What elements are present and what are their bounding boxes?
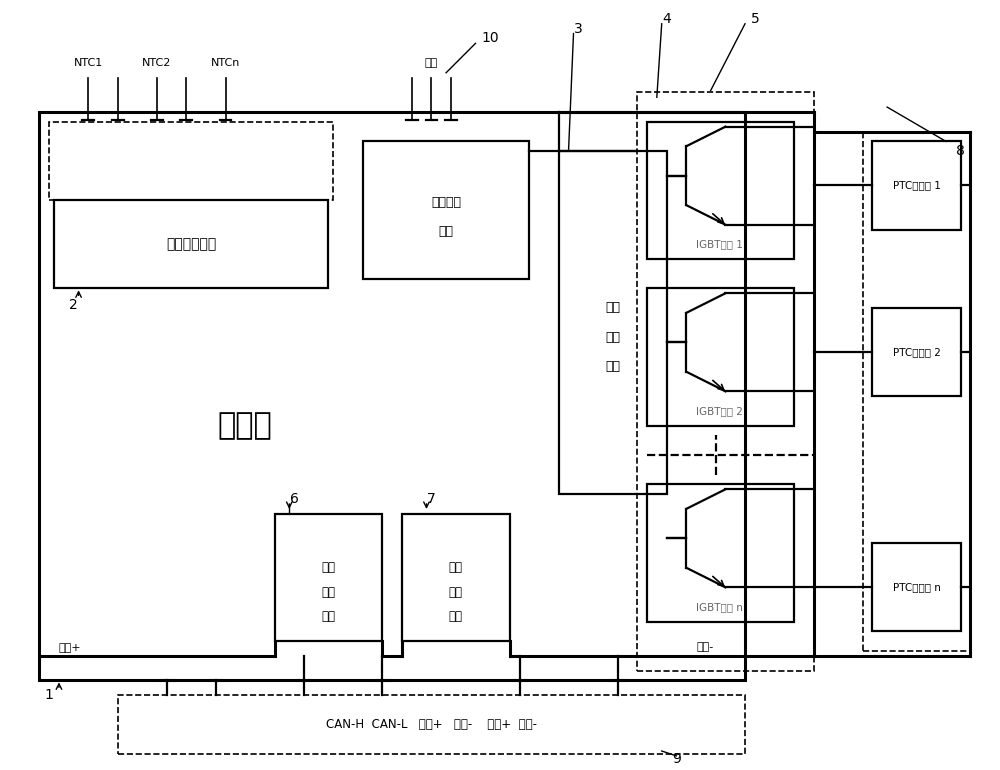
Text: 采集: 采集 xyxy=(321,586,335,599)
Bar xyxy=(402,514,510,641)
Bar xyxy=(559,151,667,494)
Text: 3: 3 xyxy=(574,22,583,35)
Bar xyxy=(637,92,814,671)
Text: 2: 2 xyxy=(69,298,78,312)
Bar xyxy=(363,142,529,279)
Text: PTC发热芯 n: PTC发热芯 n xyxy=(893,582,940,592)
Text: 5: 5 xyxy=(750,12,759,26)
Text: 6: 6 xyxy=(290,492,299,506)
Text: PTC发热芯 2: PTC发热芯 2 xyxy=(893,347,940,357)
Text: 控制器: 控制器 xyxy=(218,411,273,440)
Text: IGBT模块 2: IGBT模块 2 xyxy=(696,406,743,416)
Text: 高压-: 高压- xyxy=(696,642,713,652)
Text: 模块: 模块 xyxy=(605,360,620,373)
Text: IGBT模块 n: IGBT模块 n xyxy=(696,602,743,612)
Bar xyxy=(647,289,794,426)
Bar xyxy=(647,122,794,259)
Bar xyxy=(54,200,328,289)
Bar xyxy=(872,142,961,229)
Text: 温度采集模块: 温度采集模块 xyxy=(166,237,216,251)
Text: 模块: 模块 xyxy=(439,225,454,238)
Text: 电压: 电压 xyxy=(321,561,335,574)
Text: 开关: 开关 xyxy=(605,302,620,314)
Text: 8: 8 xyxy=(956,144,965,158)
Bar xyxy=(872,308,961,397)
Bar xyxy=(863,132,970,651)
Text: IGBT模块 1: IGBT模块 1 xyxy=(696,239,743,249)
Text: 驱动: 驱动 xyxy=(605,331,620,344)
Text: 高压+: 高压+ xyxy=(59,643,82,653)
Text: 模块: 模块 xyxy=(449,610,463,623)
Text: NTC2: NTC2 xyxy=(142,58,172,68)
Text: 采集: 采集 xyxy=(449,586,463,599)
Bar xyxy=(647,484,794,621)
Bar xyxy=(118,695,745,754)
Text: 7: 7 xyxy=(427,492,436,506)
Text: 绝缘检测: 绝缘检测 xyxy=(431,196,461,209)
Text: 9: 9 xyxy=(672,752,681,766)
Text: 模块: 模块 xyxy=(321,610,335,623)
Text: 4: 4 xyxy=(662,12,671,26)
Text: NTC1: NTC1 xyxy=(74,58,103,68)
Bar xyxy=(872,543,961,631)
Text: CAN-H  CAN-L   低压+   低压-    高压+  高压-: CAN-H CAN-L 低压+ 低压- 高压+ 高压- xyxy=(326,718,537,731)
Text: 10: 10 xyxy=(481,32,499,45)
Text: NTCn: NTCn xyxy=(211,58,240,68)
Bar xyxy=(39,112,745,681)
Bar xyxy=(275,514,382,641)
Text: 1: 1 xyxy=(44,688,53,702)
Bar xyxy=(49,122,333,200)
Text: PTC发热芯 1: PTC发热芯 1 xyxy=(893,180,940,190)
Text: 电流: 电流 xyxy=(449,561,463,574)
Text: 地线: 地线 xyxy=(425,58,438,68)
